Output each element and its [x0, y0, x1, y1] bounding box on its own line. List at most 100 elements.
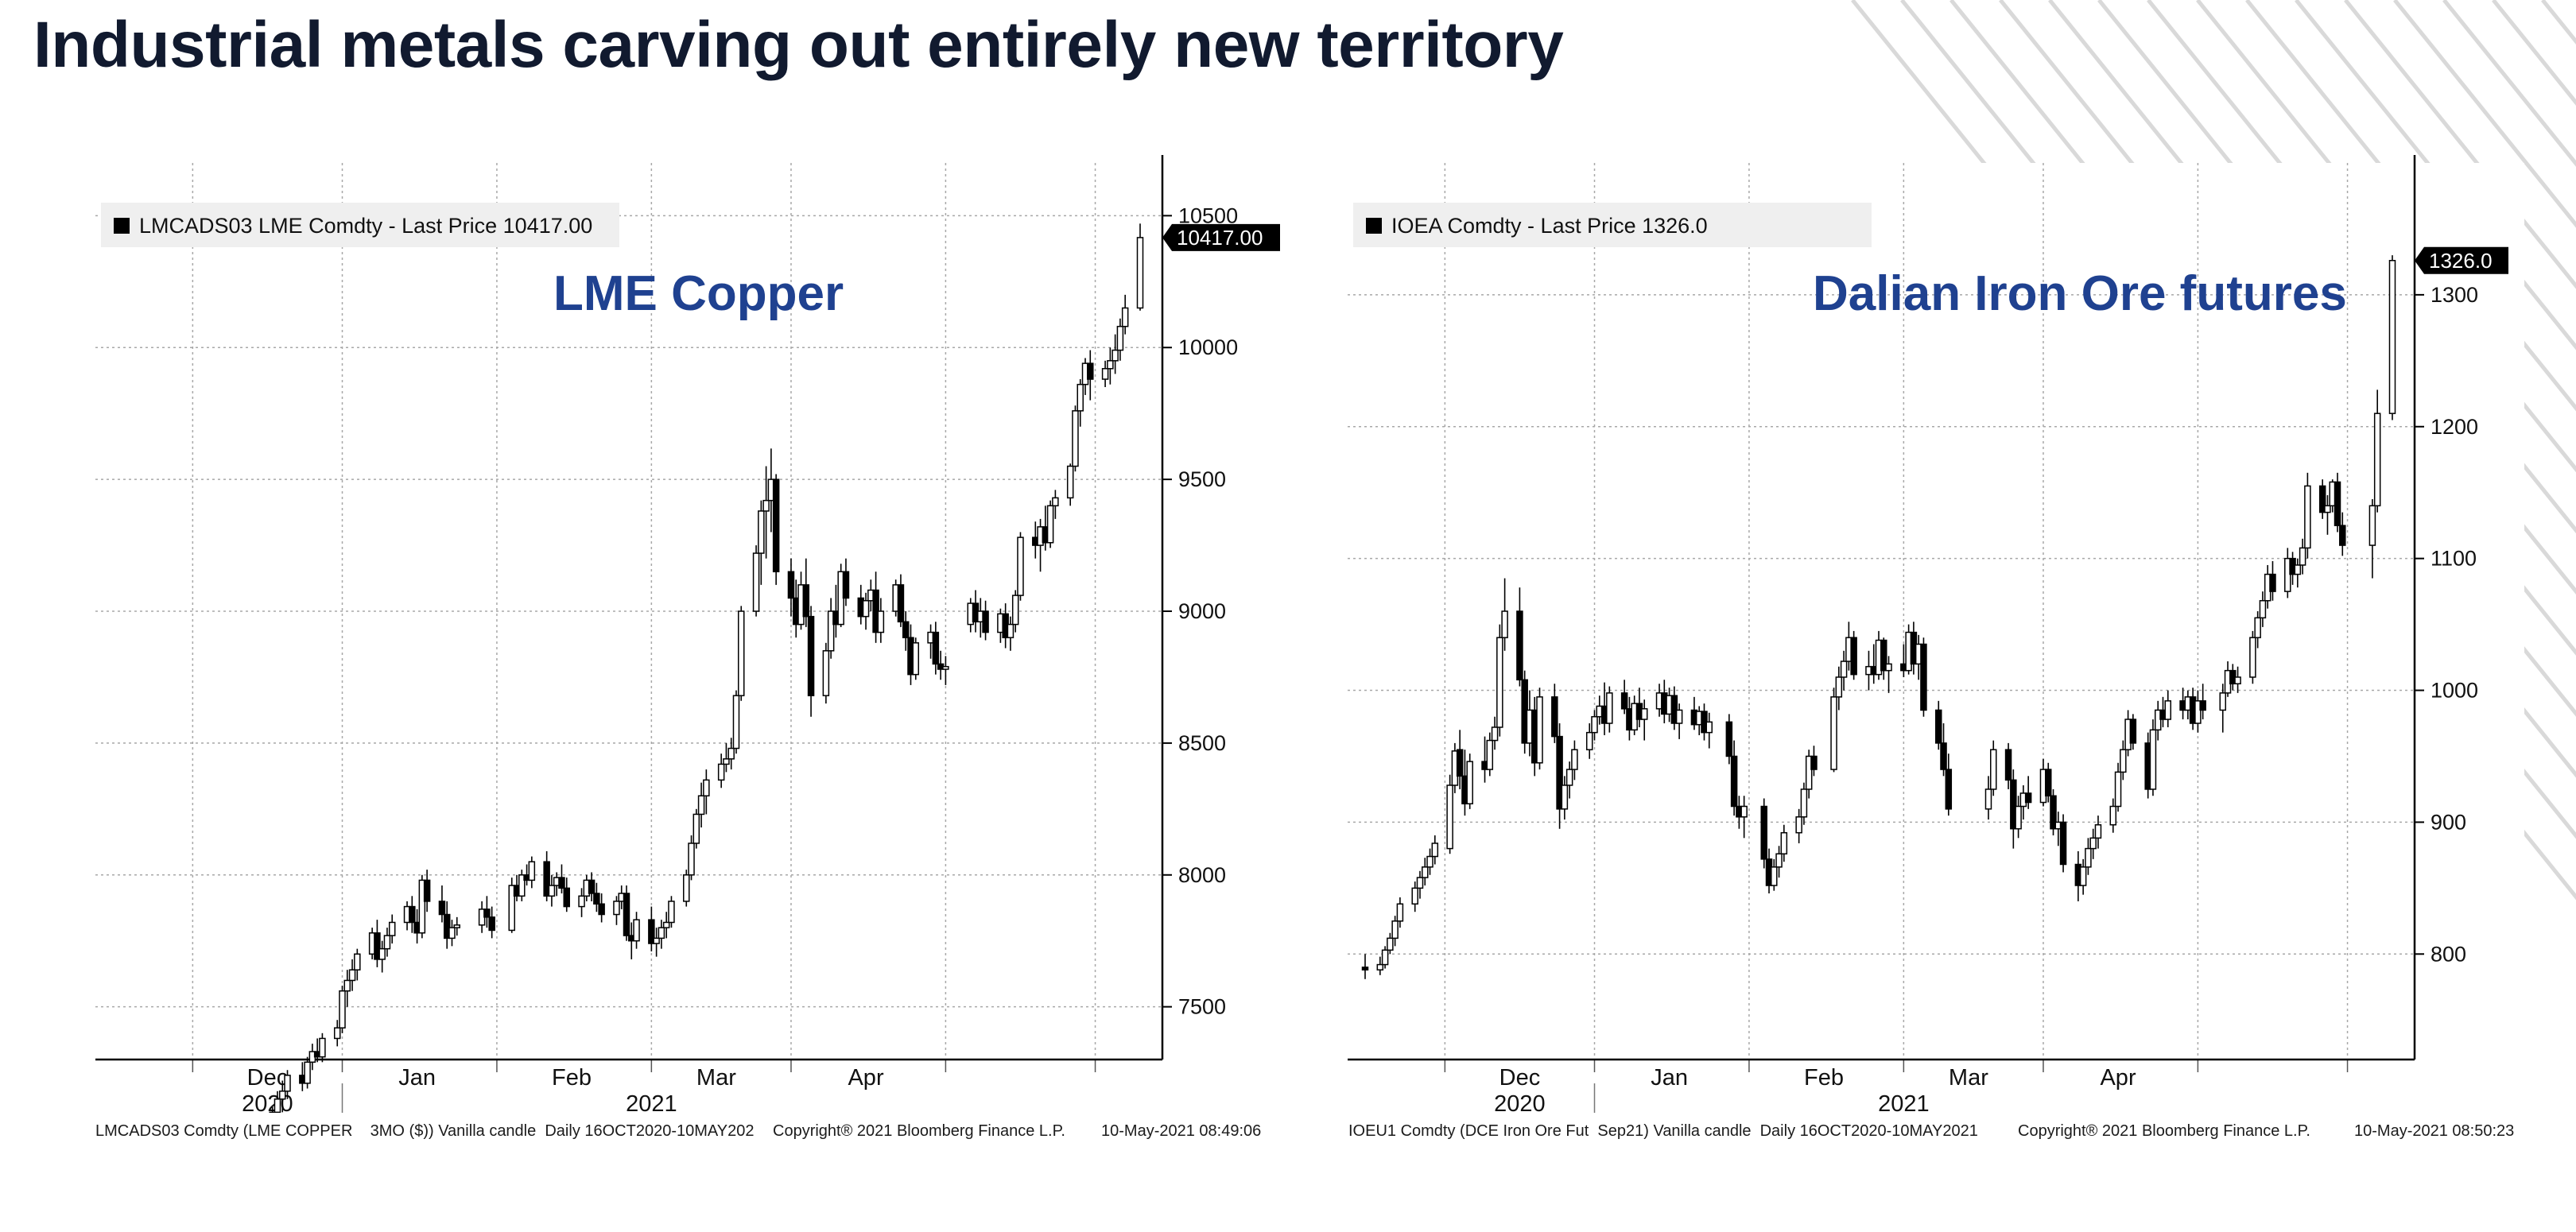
candle-body — [483, 909, 491, 918]
candle — [593, 882, 600, 912]
candle-body — [668, 901, 675, 924]
footer-copyright: Copyright® 2021 Bloomberg Finance L.P. — [2018, 1122, 2310, 1140]
x-tick-label: Mar — [696, 1065, 736, 1091]
candle-body — [2044, 769, 2052, 796]
y-tick-label: 1300 — [2431, 283, 2478, 307]
legend-text: LMCADS03 LME Comdty - Last Price 10417.0… — [139, 214, 592, 238]
candle-body — [2149, 729, 2157, 790]
candle-body — [1830, 696, 1837, 770]
candle — [1136, 223, 1144, 311]
candle-body — [2219, 692, 2227, 711]
candle-body — [1446, 785, 1453, 850]
candle-body — [409, 905, 416, 924]
candle-body — [1136, 237, 1144, 309]
candle-body — [2004, 749, 2012, 781]
candle-body — [548, 885, 556, 897]
candle-body — [862, 599, 870, 618]
x-tick-label: Feb — [1804, 1065, 1844, 1091]
candle — [2059, 814, 2067, 873]
candles — [1361, 255, 2396, 979]
candle — [1107, 347, 1114, 385]
y-tick-label: 1200 — [2431, 415, 2478, 439]
candle-body — [319, 1037, 326, 1058]
candle-body — [2015, 805, 2022, 830]
candle — [1387, 932, 1394, 955]
candle-body — [623, 893, 630, 936]
candle — [2284, 548, 2291, 599]
candle-body — [732, 695, 740, 750]
candle — [488, 906, 495, 939]
candle — [1670, 686, 1678, 730]
x-tick-label: Feb — [552, 1065, 592, 1091]
candle — [1990, 740, 1997, 796]
candle — [2254, 611, 2261, 649]
candle-body — [1456, 749, 1464, 777]
candle-body — [1840, 661, 1848, 678]
candle — [304, 1056, 311, 1089]
last-price-label: 1326.0 — [2429, 249, 2493, 273]
y-tick-label: 900 — [2431, 810, 2466, 834]
candle — [2334, 472, 2341, 533]
candle-body — [1771, 866, 1778, 886]
candle-body — [2079, 866, 2087, 886]
candle — [1116, 318, 1124, 361]
candle-body — [688, 843, 695, 876]
candle-body — [343, 979, 351, 992]
candle-body — [2164, 700, 2172, 720]
candle — [448, 920, 456, 947]
candle-body — [1561, 785, 1569, 810]
candle — [723, 742, 730, 773]
candle-body — [598, 903, 605, 916]
candle-body — [1810, 755, 1818, 770]
candle — [1536, 688, 1543, 770]
candle-body — [453, 924, 461, 928]
candle-body — [802, 584, 810, 618]
candle-body — [1361, 967, 1369, 970]
candle-body — [1740, 805, 1748, 818]
candle-body — [1486, 739, 1494, 770]
candle — [1052, 490, 1059, 519]
candle — [598, 893, 605, 923]
y-tick-label: 1100 — [2431, 547, 2477, 571]
candle — [443, 901, 451, 949]
candle — [633, 912, 640, 949]
candle — [1795, 808, 1802, 843]
candle-body — [1760, 805, 1767, 860]
candle-body — [2120, 749, 2127, 773]
candle — [662, 912, 670, 939]
candle — [772, 474, 780, 585]
last-price-box — [1162, 223, 1280, 251]
candle — [2079, 858, 2087, 895]
candle-body — [982, 610, 989, 633]
candle-body — [1585, 731, 1593, 750]
candle — [388, 914, 396, 944]
candle-body — [388, 921, 396, 936]
legend-background — [1353, 203, 1872, 247]
candle — [758, 500, 765, 585]
candle-body — [2114, 771, 2122, 808]
candle-body — [807, 615, 815, 696]
candle-body — [1670, 695, 1678, 724]
candle-body — [284, 1075, 291, 1092]
candle — [518, 870, 526, 901]
candle — [2109, 798, 2117, 833]
chart-footer-copper: LMCADS03 Comdty (LME COPPER 3MO ($)) Van… — [95, 1122, 1261, 1195]
candle-body — [1940, 742, 1947, 770]
candle — [1935, 700, 1942, 750]
candle-body — [787, 571, 795, 599]
candle-body — [593, 893, 600, 905]
candle-body — [1795, 816, 1802, 834]
candle — [1591, 710, 1598, 741]
candle — [738, 606, 745, 701]
candle-body — [1805, 755, 1813, 790]
candle — [1101, 360, 1109, 387]
candle — [717, 754, 725, 788]
y-tick-label: 7500 — [1178, 995, 1226, 1019]
candle-body — [1101, 368, 1109, 380]
candle — [692, 808, 700, 849]
candle-body — [274, 1098, 281, 1113]
candle-body — [1675, 709, 1683, 724]
x-year-label: 2021 — [1878, 1091, 1930, 1113]
candle — [613, 896, 620, 925]
candle — [588, 872, 596, 901]
